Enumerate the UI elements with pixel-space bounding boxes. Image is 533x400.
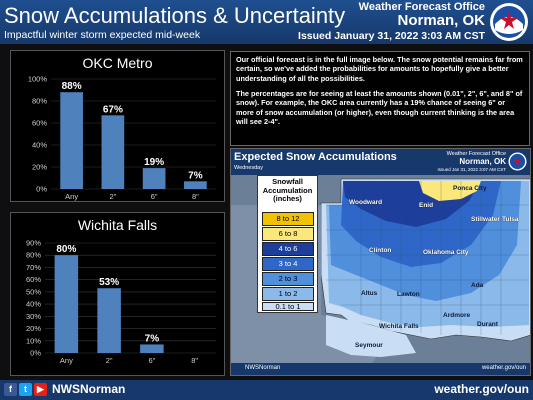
page-title: Snow Accumulations & Uncertainty — [4, 3, 346, 28]
bar — [54, 255, 79, 353]
chart-title: Wichita Falls — [77, 217, 158, 233]
city-label: Tulsa — [502, 216, 519, 223]
y-tick-label: 40% — [32, 141, 47, 150]
header-banner: Snow Accumulations & Uncertainty Impactf… — [0, 0, 533, 44]
footer-site-link[interactable]: weather.gov/oun — [434, 382, 529, 396]
y-tick-label: 10% — [26, 336, 41, 345]
legend-item: 0.1 to 1 — [262, 302, 314, 311]
city-label: Ardmore — [443, 312, 471, 319]
bar — [97, 288, 121, 353]
y-tick-label: 0% — [30, 349, 41, 358]
y-tick-label: 50% — [26, 287, 41, 296]
y-tick-label: 60% — [26, 275, 41, 284]
legend-item: 2 to 3 — [262, 272, 314, 286]
legend-item: 1 to 2 — [262, 287, 314, 301]
y-tick-label: 20% — [26, 324, 41, 333]
data-label: 7% — [145, 333, 160, 344]
city-label: Lawton — [397, 291, 420, 298]
city-label: Clinton — [369, 247, 392, 254]
city-label: Enid — [419, 202, 434, 209]
map-title: Expected Snow Accumulations — [234, 151, 397, 163]
map-day: Wednesday — [234, 165, 263, 171]
y-tick-label: 80% — [26, 251, 41, 260]
map-footer-handle: NWSNorman — [245, 365, 281, 371]
city-label: Stillwater — [471, 216, 500, 223]
data-label: 80% — [56, 244, 76, 255]
y-tick-label: 70% — [26, 263, 41, 272]
map-legend: Snowfall Accumulation (inches) 8 to 12 6… — [257, 175, 318, 313]
map-office-location: Norman, OK — [459, 157, 506, 166]
bar — [142, 168, 166, 189]
map-header: Expected Snow Accumulations Wednesday We… — [231, 149, 530, 175]
footer-handle[interactable]: NWSNorman — [52, 382, 126, 396]
y-tick-label: 30% — [26, 312, 41, 321]
y-tick-label: 80% — [32, 97, 47, 106]
nws-logo-icon — [508, 152, 527, 171]
y-tick-label: 100% — [28, 75, 48, 84]
data-label: 19% — [144, 157, 164, 168]
bar — [60, 92, 83, 189]
map-footer-site: weather.gov/oun — [481, 365, 526, 371]
x-tick-label: 2" — [106, 356, 113, 365]
y-tick-label: 60% — [32, 119, 47, 128]
bar — [101, 115, 125, 189]
x-tick-label: Any — [65, 192, 78, 201]
legend-title: Snowfall Accumulation (inches) — [262, 177, 313, 204]
bar — [184, 181, 207, 189]
x-tick-label: 8" — [192, 192, 199, 201]
map-office-name: Weather Forecast Office — [446, 151, 506, 157]
facebook-icon[interactable]: f — [4, 383, 17, 396]
office-location: Norman, OK — [397, 12, 485, 29]
city-label: Wichita Falls — [379, 323, 419, 330]
y-tick-label: 40% — [26, 300, 41, 309]
footer-bar: f t ▶ NWSNorman weather.gov/oun — [0, 380, 533, 400]
snow-zone-6-to-8 — [419, 181, 481, 201]
map-footer: NWSNorman weather.gov/oun — [231, 363, 530, 375]
y-tick-label: 0% — [36, 185, 47, 194]
x-tick-label: 8" — [191, 356, 198, 365]
bar — [140, 344, 164, 353]
legend-item: 6 to 8 — [262, 227, 314, 241]
city-label: Ponca City — [453, 185, 487, 192]
okc-chart-svg: 0% 20% 40% 60% 80% 100% Any 88% 2" 67% 6" 19% 8" 7% — [28, 75, 216, 201]
info-paragraph-1: Our official forecast is in the full ima… — [236, 55, 523, 83]
map-issued-time: Issued Jan 31, 2022 3:07 AM CST — [437, 167, 506, 172]
city-label: Altus — [361, 290, 378, 297]
north-texas-snow — [326, 315, 416, 357]
data-label: 53% — [99, 277, 119, 288]
x-tick-label: 6" — [151, 192, 158, 201]
x-tick-label: 2" — [109, 192, 116, 201]
wichita-chart-svg: 0% 10% 20% 30% 40% 50% 60% 70% 80% 90% Any 80% 2" 53%… — [26, 239, 216, 365]
legend-item: 8 to 12 — [262, 212, 314, 226]
issued-time: Issued January 31, 2022 3:03 AM CST — [298, 30, 485, 42]
snow-map: Expected Snow Accumulations Wednesday We… — [230, 148, 531, 376]
city-label: Seymour — [355, 342, 383, 349]
data-label: 67% — [103, 104, 123, 115]
city-label: Oklahoma City — [423, 249, 469, 256]
legend-item: 4 to 6 — [262, 242, 314, 256]
city-label: Woodward — [349, 199, 383, 206]
data-label: 7% — [188, 170, 203, 181]
city-label: Ada — [471, 282, 484, 289]
nws-logo-icon — [490, 3, 528, 41]
info-panel: Our official forecast is in the full ima… — [230, 51, 530, 146]
wichita-falls-chart: Wichita Falls 0% 10% 20% 30% 40% 50% 60% 70% 80%… — [10, 212, 225, 376]
x-tick-label: 6" — [148, 356, 155, 365]
info-paragraph-2: The percentages are for seeing at least … — [236, 88, 523, 126]
x-tick-label: Any — [60, 356, 73, 365]
data-label: 88% — [62, 81, 82, 92]
city-label: Durant — [477, 321, 498, 328]
y-tick-label: 20% — [32, 163, 47, 172]
youtube-icon[interactable]: ▶ — [34, 383, 47, 396]
legend-item: 3 to 4 — [262, 257, 314, 271]
page-subtitle: Impactful winter storm expected mid-week — [4, 29, 201, 41]
twitter-icon[interactable]: t — [19, 383, 32, 396]
y-tick-label: 90% — [26, 239, 41, 248]
office-name: Weather Forecast Office — [358, 1, 485, 13]
okc-metro-chart: OKC Metro 0% 20% 40% 60% 80% 100% Any 88% 2" 67% 6… — [10, 50, 225, 202]
chart-title: OKC Metro — [82, 55, 153, 71]
